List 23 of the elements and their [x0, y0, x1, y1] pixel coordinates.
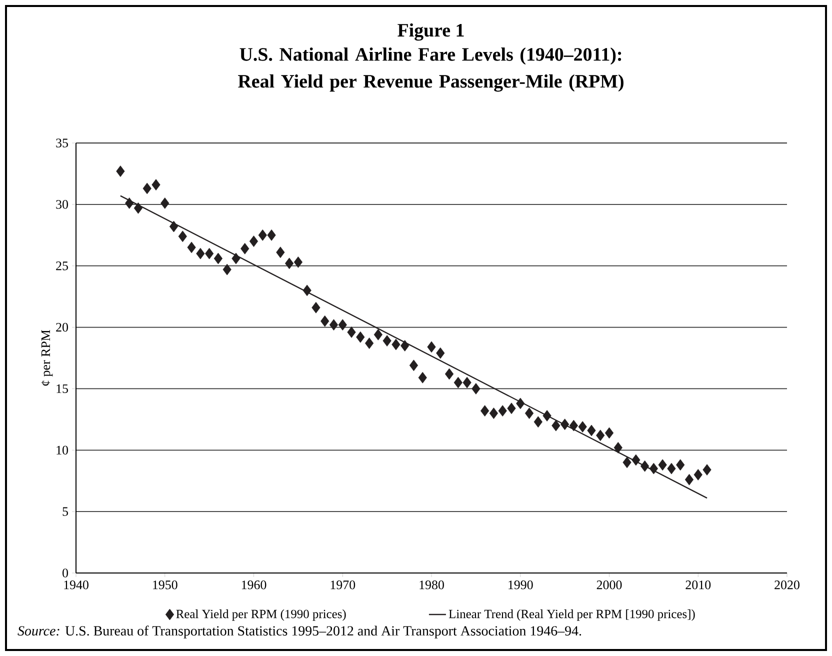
x-tick-label: 1960: [242, 580, 266, 590]
y-tick-label: 5: [62, 507, 68, 516]
x-tick-label: 1990: [508, 580, 533, 590]
y-tick-label: 10: [56, 446, 68, 455]
y-tick-label: 15: [56, 384, 68, 394]
x-tick-label: 1940: [64, 580, 88, 590]
x-tick-label: 2020: [774, 580, 800, 590]
chart-title: Figure 1: [398, 23, 464, 41]
x-tick-label: 1950: [153, 580, 178, 590]
x-tick-label: 1970: [330, 580, 356, 590]
text: Source: U.S. Bureau of Transportation Statistics 1995–2012 and Air Transport Association 1946–94.: [18, 626, 582, 638]
y-tick-label: 20: [56, 322, 68, 332]
legend-label: Linear Trend (Real Yield per RPM [1990 prices]): [448, 609, 695, 621]
legend-label: Real Yield per RPM (1990 prices): [176, 609, 346, 621]
x-tick-label: 2000: [596, 580, 622, 590]
y-axis-title: ¢ per RPM: [41, 330, 53, 386]
y-tick-label: 0: [62, 568, 68, 578]
y-tick-label: 25: [56, 262, 68, 270]
chart-subtitle: U.S. National Airline Fare Levels (1940–2011): Real Yield per Revenue Passenger-Mile (RPM): [238, 48, 624, 92]
y-tick-label: 35: [56, 138, 68, 148]
x-tick-label: 2010: [686, 580, 711, 590]
y-tick-label: 30: [56, 200, 68, 209]
x-tick-label: 1980: [420, 580, 444, 590]
